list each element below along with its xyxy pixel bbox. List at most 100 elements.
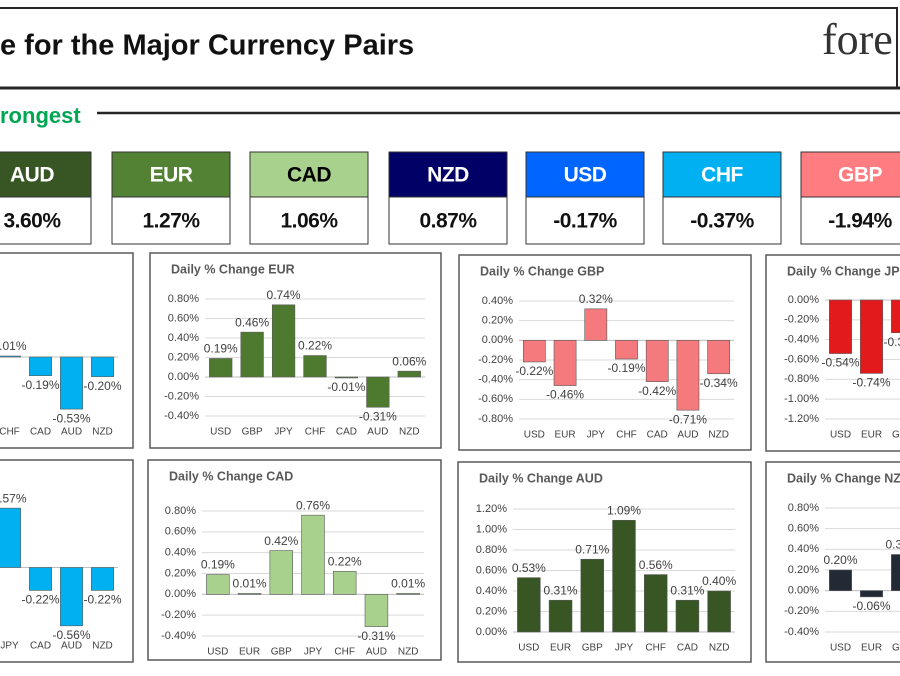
y-tick-label: 0.00% xyxy=(165,588,196,600)
bar xyxy=(29,567,52,591)
y-tick-label: 0.80% xyxy=(788,502,819,514)
bar xyxy=(675,599,700,633)
x-tick-label: GBP xyxy=(892,643,900,654)
y-tick-label: 0.40% xyxy=(165,547,196,559)
chart-panel xyxy=(457,461,752,663)
tile-head xyxy=(800,151,900,198)
value-label: -0.06% xyxy=(852,599,890,613)
chart-title: Daily % Change GBP xyxy=(480,264,604,278)
y-tick-label: -0.80% xyxy=(478,413,513,425)
value-label: 0.76% xyxy=(296,498,330,512)
x-tick-label: GBP xyxy=(242,427,263,438)
x-tick-label: USD xyxy=(830,643,851,654)
y-tick-label: 0.40% xyxy=(482,295,513,307)
y-tick-label: 0.40% xyxy=(476,585,507,597)
bar xyxy=(396,592,420,595)
y-tick-label: -1.00% xyxy=(784,393,819,405)
tile-currency: CAD xyxy=(287,164,331,187)
tile-head xyxy=(249,151,369,198)
bar xyxy=(707,590,731,633)
tile-body xyxy=(662,196,782,245)
y-tick-label: -0.20% xyxy=(784,314,819,326)
y-tick-label: 0.20% xyxy=(165,567,196,579)
x-tick-label: USD xyxy=(524,430,545,441)
value-label: 0.01% xyxy=(0,339,27,353)
value-label: -0.31% xyxy=(359,409,397,423)
bar xyxy=(860,590,883,598)
tile-body xyxy=(111,196,231,245)
x-tick-label: GBP xyxy=(271,647,292,658)
bar xyxy=(397,370,421,378)
bar xyxy=(0,355,21,358)
y-tick-label: -0.20% xyxy=(161,609,196,621)
tile-body xyxy=(800,196,900,245)
y-tick-label: -0.80% xyxy=(784,373,819,385)
chart-title: Daily % Change AUD xyxy=(479,471,603,485)
x-tick-label: NZD xyxy=(92,641,113,652)
x-tick-label: EUR xyxy=(239,647,260,658)
y-tick-label: 0.60% xyxy=(168,312,199,324)
y-tick-label: -0.20% xyxy=(478,354,513,366)
bar xyxy=(301,514,325,595)
value-label: 0.22% xyxy=(298,339,332,353)
value-label: -0.22% xyxy=(515,364,553,378)
value-label: -0.34% xyxy=(700,376,738,390)
x-tick-label: USD xyxy=(830,430,851,441)
x-tick-label: USD xyxy=(518,643,539,654)
bar xyxy=(0,507,21,568)
bar xyxy=(237,592,262,595)
x-tick-label: CHF xyxy=(645,643,666,654)
chart-panel xyxy=(0,459,134,663)
bar xyxy=(29,356,52,376)
value-label: 0.35% xyxy=(885,538,900,552)
x-tick-label: EUR xyxy=(861,430,882,441)
value-label: -0.54% xyxy=(821,356,859,370)
y-tick-label: 0.80% xyxy=(168,293,199,305)
strength-label: rongest xyxy=(0,103,81,128)
bar xyxy=(91,567,114,591)
y-tick-label: 0.00% xyxy=(788,585,819,597)
bar xyxy=(580,558,605,633)
y-tick-label: 0.80% xyxy=(165,505,196,517)
bar xyxy=(707,340,730,375)
x-tick-label: JPY xyxy=(0,641,19,652)
header-title: e for the Major Currency Pairs xyxy=(0,30,414,62)
y-tick-label: -0.40% xyxy=(164,410,199,422)
tile-change: 0.87% xyxy=(419,210,477,233)
x-tick-label: CAD xyxy=(677,643,698,654)
bar xyxy=(517,577,541,633)
tile-currency: AUD xyxy=(10,164,54,187)
chart-title: Daily % Change CAD xyxy=(169,469,293,483)
x-tick-label: GBP xyxy=(582,643,603,654)
value-label: 0.71% xyxy=(575,542,609,556)
bar xyxy=(676,340,700,411)
y-tick-label: 1.00% xyxy=(476,523,507,535)
value-label: -0.33% xyxy=(883,335,900,349)
bar xyxy=(240,331,264,378)
tile-currency: NZD xyxy=(427,164,469,187)
tile-head xyxy=(662,151,782,198)
x-tick-label: CAD xyxy=(647,430,668,441)
y-tick-label: 0.80% xyxy=(476,544,507,556)
value-label: -0.22% xyxy=(83,593,121,607)
x-tick-label: USD xyxy=(210,427,231,438)
tile-change: -1.94% xyxy=(828,210,892,233)
bar xyxy=(612,519,636,633)
y-tick-label: 0.60% xyxy=(165,526,196,538)
x-tick-label: USD xyxy=(207,647,228,658)
value-label: 0.01% xyxy=(233,576,267,590)
value-label: 0.32% xyxy=(579,292,613,306)
y-tick-label: -0.40% xyxy=(161,630,196,642)
y-tick-label: 0.20% xyxy=(482,315,513,327)
value-label: 0.42% xyxy=(264,534,298,548)
tile-head xyxy=(111,151,231,198)
x-tick-label: JPY xyxy=(274,427,293,438)
value-label: 0.53% xyxy=(512,561,546,575)
y-tick-label: -0.20% xyxy=(784,605,819,617)
bar xyxy=(615,340,638,360)
value-label: 0.46% xyxy=(235,315,269,329)
value-label: 0.74% xyxy=(267,288,301,302)
bar xyxy=(206,574,230,595)
bar xyxy=(332,571,357,595)
